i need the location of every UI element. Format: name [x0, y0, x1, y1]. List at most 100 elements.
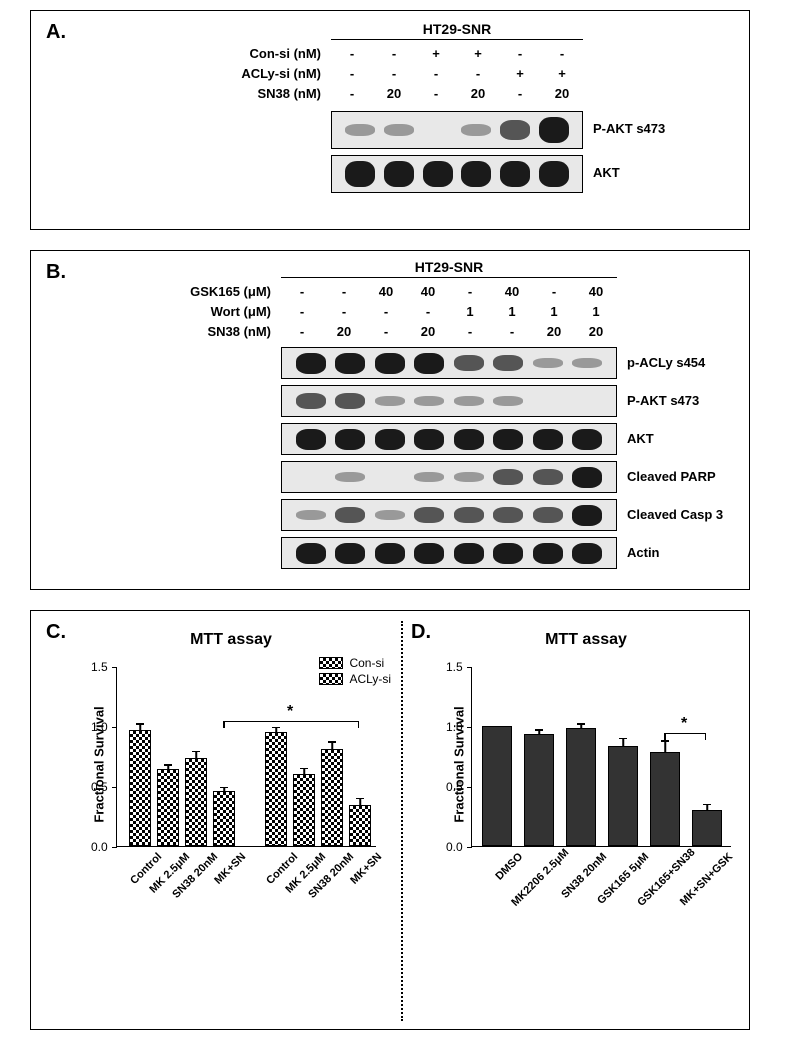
error-bar	[303, 769, 305, 774]
treatment-label: Con-si (nM)	[201, 46, 331, 61]
panel-a-cellline: HT29-SNR	[331, 21, 583, 37]
error-cap	[328, 741, 336, 743]
treatment-mark: -	[365, 304, 407, 319]
panel-a-label: A.	[46, 21, 66, 44]
blot-band	[572, 392, 602, 410]
panel-b-treatment-row: GSK165 (μM)--4040-40-40	[151, 281, 617, 301]
chart-c: MTT assay Fractional Survival 0.00.51.01…	[71, 631, 391, 857]
panel-a-treatment-row: SN38 (nM)-20-20-20	[201, 83, 583, 103]
error-cap	[619, 738, 627, 740]
blot-band	[572, 505, 602, 526]
blot-band	[335, 543, 365, 564]
treatment-mark: -	[407, 304, 449, 319]
treatment-mark: -	[331, 46, 373, 61]
blot-band	[296, 353, 326, 374]
blot-band	[345, 124, 375, 137]
treatment-mark: 20	[457, 86, 499, 101]
blot-band	[414, 396, 444, 407]
blot-band	[533, 543, 563, 564]
blot-band	[539, 117, 569, 142]
blot-band	[572, 429, 602, 450]
blot-row	[281, 385, 617, 417]
blot-band	[335, 353, 365, 374]
treatment-mark: 40	[575, 284, 617, 299]
panel-c-label: C.	[46, 621, 66, 644]
treatment-mark: 1	[533, 304, 575, 319]
panel-b-label: B.	[46, 261, 66, 284]
treatment-mark: 20	[575, 324, 617, 339]
blot-band	[493, 543, 523, 564]
blot-band	[335, 472, 365, 483]
blot-band	[414, 429, 444, 450]
treatment-mark: -	[415, 66, 457, 81]
treatment-mark: -	[281, 304, 323, 319]
blot-band	[500, 161, 530, 186]
panel-a-header-line	[331, 39, 583, 40]
blot-band	[533, 358, 563, 369]
blot-band	[454, 543, 484, 564]
blot-band	[296, 393, 326, 410]
blot-label: P-AKT s473	[593, 121, 665, 136]
chart-c-ytick: 1.0	[91, 720, 391, 734]
treatment-mark: -	[373, 46, 415, 61]
blot-band	[493, 469, 523, 486]
blot-band	[375, 543, 405, 564]
treatment-mark: +	[457, 46, 499, 61]
panel-d-label: D.	[411, 621, 431, 644]
blot-band	[572, 543, 602, 564]
blot-band	[296, 429, 326, 450]
blot-band	[414, 543, 444, 564]
treatment-mark: +	[415, 46, 457, 61]
blot-band	[423, 119, 453, 141]
treatment-mark: 20	[323, 324, 365, 339]
blot-band	[500, 120, 530, 140]
treatment-mark: +	[499, 66, 541, 81]
treatment-mark: -	[373, 66, 415, 81]
treatment-mark: -	[365, 324, 407, 339]
blot-band	[493, 429, 523, 450]
blot-row	[281, 537, 617, 569]
treatment-mark: -	[323, 304, 365, 319]
error-cap	[192, 751, 200, 753]
blot-band	[493, 355, 523, 372]
blot-band	[454, 396, 484, 407]
treatment-mark: 20	[541, 86, 583, 101]
treatment-label: SN38 (nM)	[151, 324, 281, 339]
treatment-mark: +	[541, 66, 583, 81]
panel-b: B. HT29-SNR GSK165 (μM)--4040-40-40Wort …	[30, 250, 750, 590]
blot-band	[296, 543, 326, 564]
error-bar	[359, 799, 361, 805]
blot-row	[281, 423, 617, 455]
chart-d-bar	[608, 746, 638, 846]
blot-band	[335, 429, 365, 450]
error-cap	[300, 768, 308, 770]
sig-bracket	[664, 733, 706, 734]
treatment-mark: 1	[491, 304, 533, 319]
treatment-mark: 40	[491, 284, 533, 299]
blot-band	[375, 468, 405, 486]
error-cap	[164, 764, 172, 766]
treatment-mark: 40	[365, 284, 407, 299]
chart-c-bar	[321, 749, 343, 846]
error-cap	[703, 804, 711, 806]
blot-band	[375, 429, 405, 450]
chart-c-bar	[213, 791, 235, 846]
error-bar	[195, 752, 197, 758]
blot-band	[493, 396, 523, 407]
treatment-mark: -	[281, 324, 323, 339]
error-bar	[706, 805, 708, 810]
treatment-mark: -	[457, 66, 499, 81]
blot-label: Cleaved Casp 3	[627, 507, 723, 522]
treatment-label: GSK165 (μM)	[151, 284, 281, 299]
blot-band	[384, 161, 414, 186]
blot-band	[296, 510, 326, 521]
blot-band	[539, 161, 569, 186]
panel-b-treatment-row: Wort (μM)----1111	[151, 301, 617, 321]
treatment-mark: -	[331, 86, 373, 101]
blot-band	[414, 472, 444, 483]
panel-a-treatment-row: Con-si (nM)--++--	[201, 43, 583, 63]
legend-swatch	[319, 657, 343, 669]
chart-d-ytick: 1.0	[446, 720, 741, 734]
treatment-mark: -	[499, 86, 541, 101]
legend-item: Con-si	[319, 656, 391, 670]
